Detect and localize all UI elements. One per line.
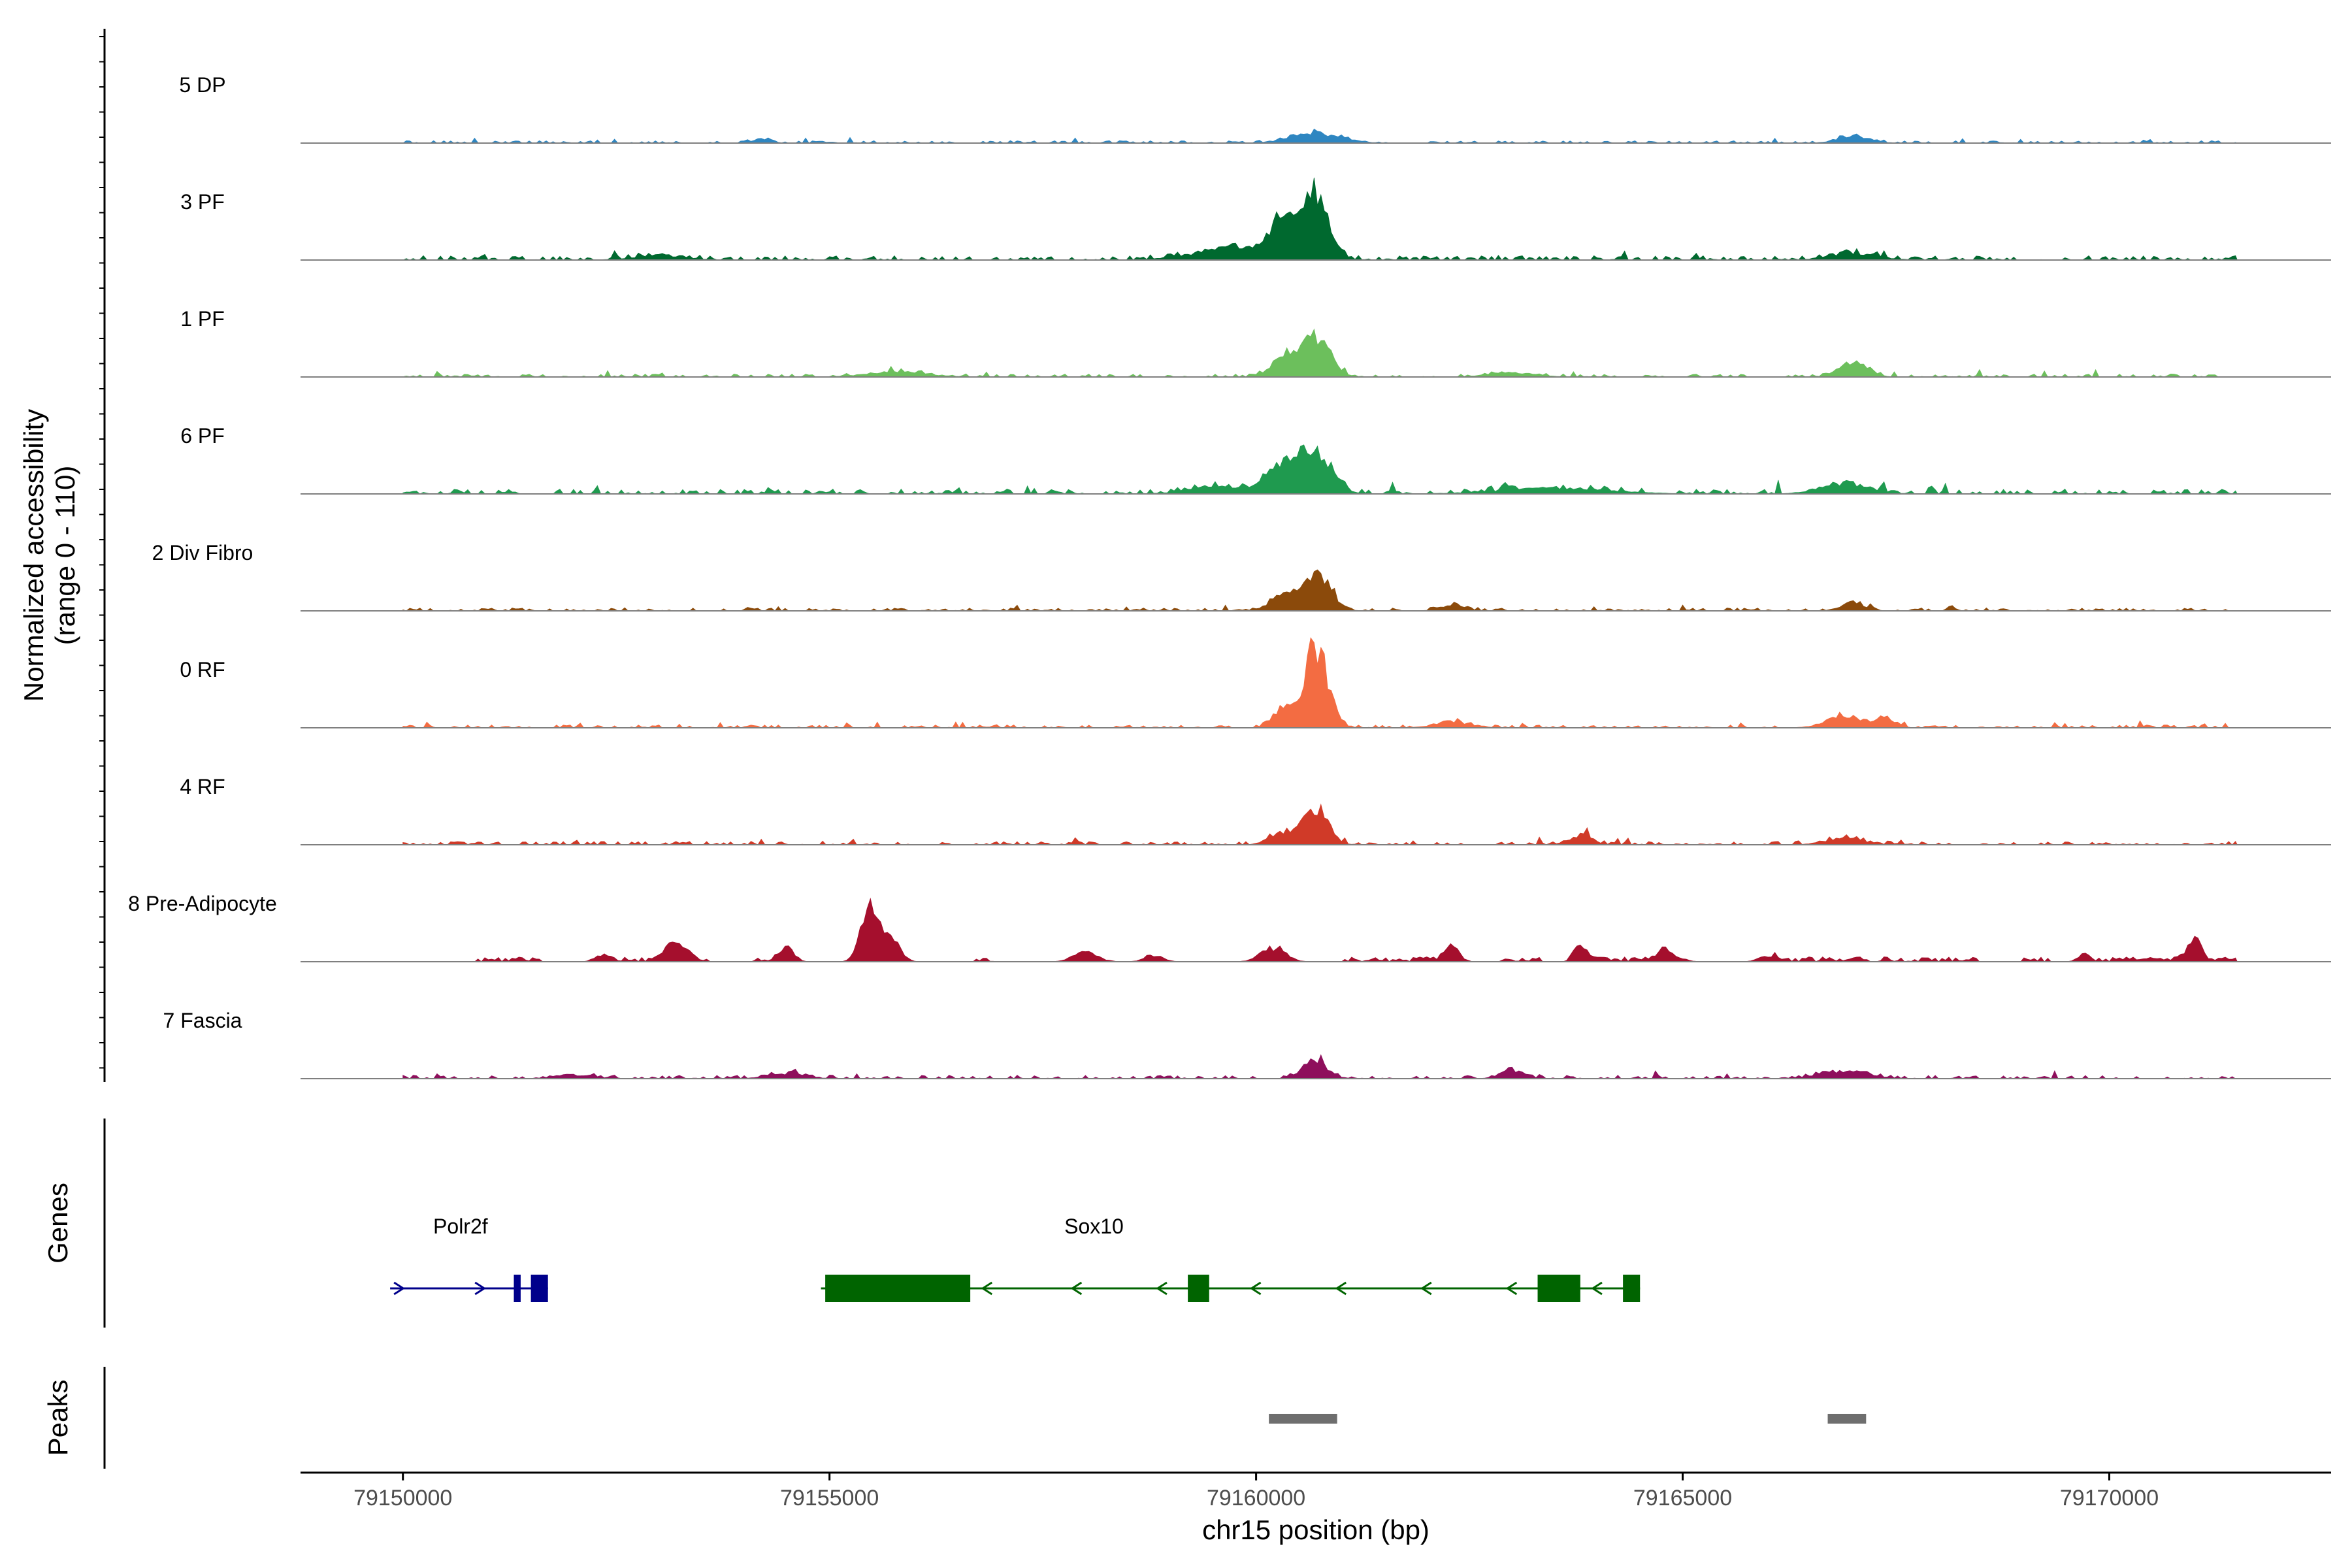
y-axis-subtitle: (range 0 - 110) bbox=[50, 466, 80, 645]
coverage-area bbox=[402, 128, 2238, 144]
strand-arrow bbox=[981, 1281, 993, 1296]
coverage-area bbox=[402, 897, 2238, 962]
peak-region bbox=[1269, 1414, 1337, 1424]
coverage-area bbox=[402, 803, 2238, 845]
gene-exon bbox=[531, 1275, 548, 1302]
track-3-pf: 3 PF bbox=[180, 177, 2331, 261]
gene-exon bbox=[1623, 1275, 1641, 1302]
gene-sox10: Sox10 bbox=[821, 1215, 1641, 1302]
gene-exon bbox=[1188, 1275, 1209, 1302]
strand-arrow bbox=[1070, 1281, 1083, 1296]
gene-polr2f: Polr2f bbox=[390, 1215, 548, 1302]
coverage-area bbox=[402, 444, 2238, 495]
y-axis-title: Normalized accessibility bbox=[18, 409, 49, 702]
coverage-area bbox=[402, 569, 2238, 612]
track-0-rf: 0 RF bbox=[180, 637, 2331, 728]
coverage-tracks: 5 DP 3 PF 1 PF 6 PF 2 Div Fibro 0 RF 4 RF 8 Pre… bbox=[128, 73, 2331, 1079]
genes-track-title: Genes bbox=[42, 1183, 73, 1264]
gene-exon bbox=[514, 1275, 521, 1302]
gene-annotations: Polr2f Sox10 bbox=[390, 1215, 1641, 1302]
track-6-pf: 6 PF bbox=[180, 424, 2331, 495]
strand-arrow bbox=[1505, 1281, 1518, 1296]
strand-arrow bbox=[393, 1281, 405, 1296]
coverage-area bbox=[402, 177, 2238, 261]
track-4-rf: 4 RF bbox=[180, 775, 2331, 845]
track-label: 2 Div Fibro bbox=[152, 541, 253, 564]
track-5-dp: 5 DP bbox=[179, 73, 2331, 144]
strand-arrow bbox=[474, 1281, 487, 1296]
track-label: 7 Fascia bbox=[163, 1009, 242, 1032]
strand-arrow bbox=[1156, 1281, 1168, 1296]
strand-arrow bbox=[1249, 1281, 1262, 1296]
strand-arrow bbox=[1591, 1281, 1603, 1296]
track-label: 8 Pre-Adipocyte bbox=[128, 892, 277, 915]
coverage-area bbox=[402, 328, 2238, 378]
x-tick-label: 79160000 bbox=[1207, 1486, 1305, 1511]
track-1-pf: 1 PF bbox=[180, 307, 2331, 378]
coverage-area bbox=[402, 637, 2238, 728]
peaks-track-title: Peaks bbox=[42, 1380, 73, 1456]
x-axis-title: chr15 position (bp) bbox=[1202, 1514, 1429, 1545]
track-label: 0 RF bbox=[180, 658, 225, 681]
coverage-area bbox=[402, 1054, 2238, 1079]
track-label: 3 PF bbox=[180, 190, 225, 214]
track-label: 6 PF bbox=[180, 424, 225, 448]
track-label: 1 PF bbox=[180, 307, 225, 331]
gene-exon bbox=[1537, 1275, 1580, 1302]
x-tick-label: 79155000 bbox=[780, 1486, 879, 1511]
x-tick-label: 79150000 bbox=[353, 1486, 452, 1511]
gene-label: Polr2f bbox=[433, 1215, 488, 1238]
track-2-div-fibro: 2 Div Fibro bbox=[152, 541, 2331, 612]
gene-exon bbox=[825, 1275, 971, 1302]
strand-arrow bbox=[1420, 1281, 1432, 1296]
y-axis bbox=[99, 29, 106, 1082]
peak-regions bbox=[1269, 1414, 1867, 1424]
x-tick-label: 79165000 bbox=[1633, 1486, 1732, 1511]
strand-arrow bbox=[1335, 1281, 1347, 1296]
gene-label: Sox10 bbox=[1064, 1215, 1124, 1238]
x-tick-label: 79170000 bbox=[2060, 1486, 2159, 1511]
track-label: 4 RF bbox=[180, 775, 225, 798]
track-8-pre-adipocyte: 8 Pre-Adipocyte bbox=[128, 892, 2331, 962]
x-axis-ticks: 79150000 79155000 79160000 79165000 79170000 bbox=[353, 1473, 2159, 1511]
peak-region bbox=[1827, 1414, 1867, 1424]
track-7-fascia: 7 Fascia bbox=[163, 1009, 2331, 1079]
track-label: 5 DP bbox=[179, 73, 225, 97]
